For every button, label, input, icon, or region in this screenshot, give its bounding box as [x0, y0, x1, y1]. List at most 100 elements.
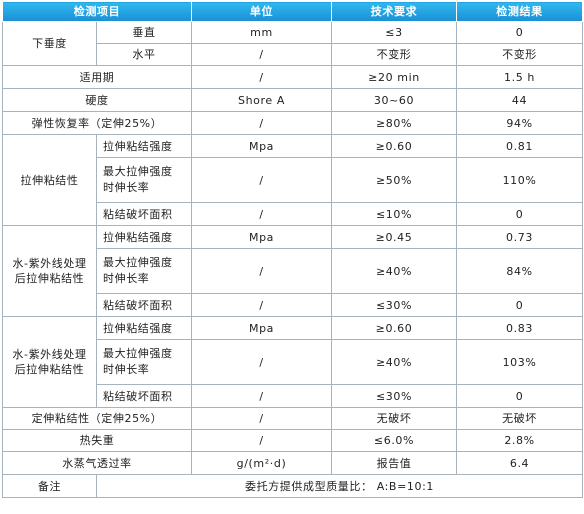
- sag-vertical-unit: mm: [191, 21, 332, 44]
- uv-tensile-2-label: 水-紫外线处理 后拉伸粘结性: [2, 316, 97, 408]
- test-results-table: 检测项目 单位 技术要求 检测结果 下垂度 垂直 mm ≤3 0 水平 / 不变…: [2, 1, 583, 498]
- tensile-bond-strength-req: ≥0.60: [331, 134, 457, 158]
- uv1-strength-result: 0.73: [456, 225, 583, 249]
- notes-label: 备注: [2, 474, 97, 498]
- sub-line-1: 最大拉伸强度: [103, 256, 173, 269]
- uv2-strength-result: 0.83: [456, 316, 583, 340]
- fixed-elongation-label: 定伸粘结性（定伸25%）: [2, 407, 192, 430]
- heat-loss-req: ≤6.0%: [331, 429, 457, 452]
- table-row: 最大拉伸强度 时伸长率 / ≥50% 110%: [3, 157, 583, 203]
- uv2-failure-unit: /: [191, 384, 332, 408]
- table-row: 定伸粘结性（定伸25%） / 无破坏 无破坏: [2, 407, 583, 430]
- table-row: 水-紫外线处理 后拉伸粘结性 拉伸粘结强度 Mpa ≥0.60 0.83: [2, 316, 583, 408]
- label-line-2: 后拉伸粘结性: [14, 272, 85, 285]
- tensile-bond-strength-sub: 拉伸粘结强度: [96, 134, 192, 158]
- fixed-elongation-result: 无破坏: [456, 407, 583, 430]
- sag-vertical-req: ≤3: [331, 21, 457, 44]
- uv1-strength-req: ≥0.45: [331, 225, 457, 249]
- tensile-bond-failure-result: 0: [456, 202, 583, 226]
- header-row: 检测项目 单位 技术要求 检测结果: [2, 1, 583, 22]
- uv2-strength-unit: Mpa: [191, 316, 332, 340]
- header-result: 检测结果: [456, 1, 583, 22]
- table-row: 粘结破坏面积 / ≤30% 0: [3, 384, 583, 408]
- header-test-item: 检测项目: [2, 1, 192, 22]
- pot-life-req: ≥20 min: [331, 65, 457, 89]
- uv1-elongation-sub: 最大拉伸强度 时伸长率: [96, 248, 192, 294]
- header-unit: 单位: [191, 1, 332, 22]
- hardness-req: 30~60: [331, 88, 457, 112]
- uv2-elongation-sub: 最大拉伸强度 时伸长率: [96, 339, 192, 385]
- table-row: 硬度 Shore A 30~60 44: [2, 88, 583, 112]
- tensile-bond-strength-result: 0.81: [456, 134, 583, 158]
- uv1-failure-req: ≤30%: [331, 293, 457, 317]
- label-line-1: 水-紫外线处理: [12, 348, 87, 361]
- uv2-strength-sub: 拉伸粘结强度: [96, 316, 192, 340]
- hardness-label: 硬度: [2, 88, 192, 112]
- uv1-elongation-result: 84%: [456, 248, 583, 294]
- sag-horizontal-sub: 水平: [96, 43, 192, 66]
- tensile-bond-elongation-req: ≥50%: [331, 157, 457, 203]
- uv1-elongation-unit: /: [191, 248, 332, 294]
- tensile-bond-elongation-unit: /: [191, 157, 332, 203]
- tensile-bond-failure-sub: 粘结破坏面积: [96, 202, 192, 226]
- table-row: 备注 委托方提供成型质量比： A:B=10:1: [2, 474, 583, 498]
- uv2-elongation-unit: /: [191, 339, 332, 385]
- sub-line-2: 时伸长率: [103, 272, 150, 285]
- sub-line-1: 最大拉伸强度: [103, 165, 173, 178]
- sag-vertical-result: 0: [456, 21, 583, 44]
- table-row: 弹性恢复率（定伸25%） / ≥80% 94%: [2, 111, 583, 135]
- heat-loss-label: 热失重: [2, 429, 192, 452]
- uv2-failure-sub: 粘结破坏面积: [96, 384, 192, 408]
- sag-horizontal-result: 不变形: [456, 43, 583, 66]
- tensile-bond-elongation-result: 110%: [456, 157, 583, 203]
- pot-life-label: 适用期: [2, 65, 192, 89]
- table-row: 适用期 / ≥20 min 1.5 h: [2, 65, 583, 89]
- hardness-unit: Shore A: [191, 88, 332, 112]
- uv2-strength-req: ≥0.60: [331, 316, 457, 340]
- sub-line-1: 最大拉伸强度: [103, 347, 173, 360]
- table-row: 下垂度 垂直 mm ≤3 0: [2, 21, 583, 66]
- tensile-bond-failure-req: ≤10%: [331, 202, 457, 226]
- sub-line-2: 时伸长率: [103, 363, 150, 376]
- table-row: 最大拉伸强度 时伸长率 / ≥40% 103%: [3, 339, 583, 385]
- uv1-failure-unit: /: [191, 293, 332, 317]
- uv1-failure-result: 0: [456, 293, 583, 317]
- table-row: 拉伸粘结性 拉伸粘结强度 Mpa ≥0.60 0.81: [2, 134, 583, 226]
- table-row: 水蒸气透过率 g/(m²·d) 报告值 6.4: [2, 451, 583, 475]
- tensile-bond-label: 拉伸粘结性: [2, 134, 97, 226]
- vapor-req: 报告值: [331, 451, 457, 475]
- pot-life-unit: /: [191, 65, 332, 89]
- elastic-recovery-result: 94%: [456, 111, 583, 135]
- hardness-result: 44: [456, 88, 583, 112]
- header-requirement: 技术要求: [331, 1, 457, 22]
- label-line-2: 后拉伸粘结性: [14, 363, 85, 376]
- uv2-failure-req: ≤30%: [331, 384, 457, 408]
- table-row: 热失重 / ≤6.0% 2.8%: [2, 429, 583, 452]
- tensile-bond-elongation-sub: 最大拉伸强度 时伸长率: [96, 157, 192, 203]
- vapor-unit: g/(m²·d): [191, 451, 332, 475]
- sag-label: 下垂度: [2, 21, 97, 66]
- sag-horizontal-req: 不变形: [331, 43, 457, 66]
- heat-loss-unit: /: [191, 429, 332, 452]
- vapor-result: 6.4: [456, 451, 583, 475]
- tensile-bond-failure-unit: /: [191, 202, 332, 226]
- elastic-recovery-label: 弹性恢复率（定伸25%）: [2, 111, 192, 135]
- table-row: 最大拉伸强度 时伸长率 / ≥40% 84%: [3, 248, 583, 294]
- sag-vertical-sub: 垂直: [96, 21, 192, 44]
- fixed-elongation-unit: /: [191, 407, 332, 430]
- tensile-bond-strength-unit: Mpa: [191, 134, 332, 158]
- table-row: 水-紫外线处理 后拉伸粘结性 拉伸粘结强度 Mpa ≥0.45 0.73: [2, 225, 583, 317]
- sub-line-2: 时伸长率: [103, 181, 150, 194]
- table-row: 粘结破坏面积 / ≤10% 0: [3, 202, 583, 226]
- pot-life-result: 1.5 h: [456, 65, 583, 89]
- uv1-elongation-req: ≥40%: [331, 248, 457, 294]
- uv2-elongation-result: 103%: [456, 339, 583, 385]
- uv-tensile-1-label: 水-紫外线处理 后拉伸粘结性: [2, 225, 97, 317]
- fixed-elongation-req: 无破坏: [331, 407, 457, 430]
- elastic-recovery-unit: /: [191, 111, 332, 135]
- sag-horizontal-unit: /: [191, 43, 332, 66]
- uv1-strength-unit: Mpa: [191, 225, 332, 249]
- uv1-failure-sub: 粘结破坏面积: [96, 293, 192, 317]
- uv2-failure-result: 0: [456, 384, 583, 408]
- notes-text: 委托方提供成型质量比： A:B=10:1: [96, 474, 583, 498]
